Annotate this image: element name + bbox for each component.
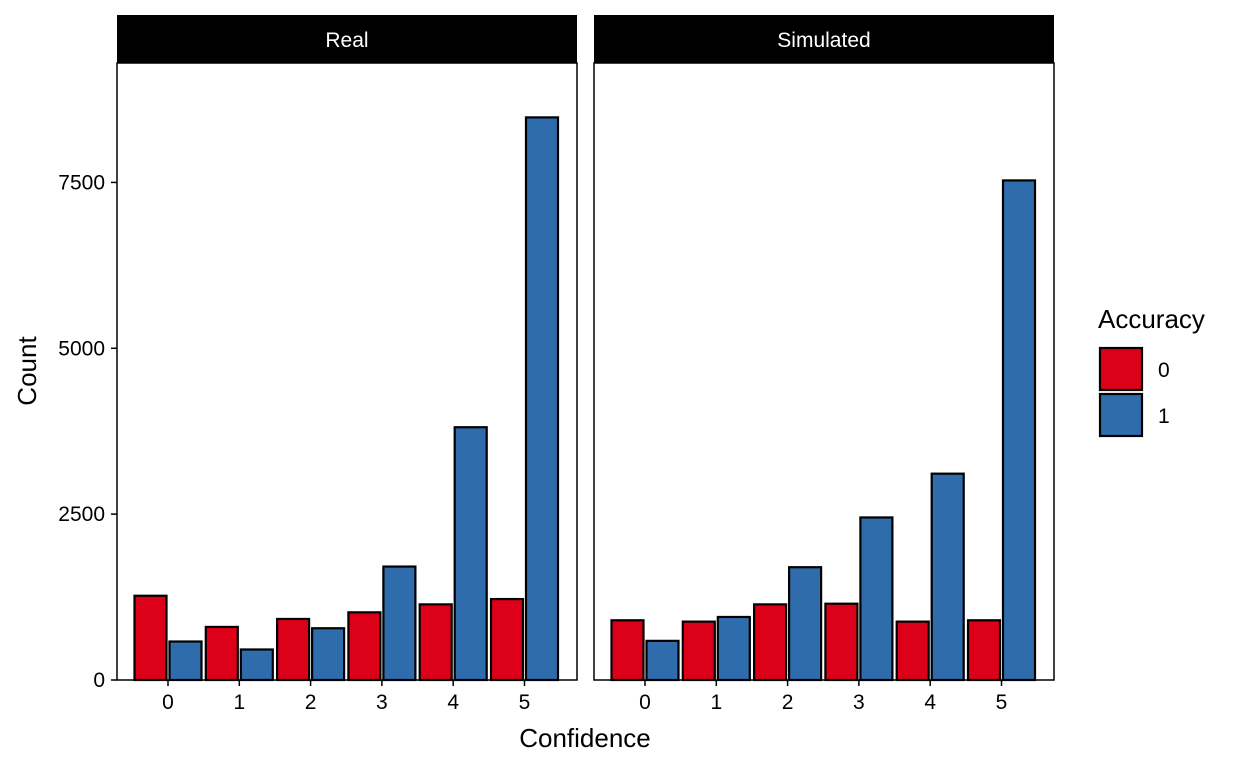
x-tick-label: 2 (305, 691, 317, 714)
bar-real-conf2-acc1 (311, 627, 346, 682)
panel-simulated: Simulated 0 1 2 3 4 5 (593, 15, 1055, 714)
x-tick-label: 4 (447, 691, 459, 714)
facet-strip (594, 15, 1054, 63)
panel-real: Real 0 1 2 3 4 5 (116, 15, 578, 714)
y-tick-label: 5000 (58, 337, 105, 360)
x-tick-label: 5 (996, 691, 1008, 714)
x-tick-label: 1 (710, 691, 722, 714)
panel-border (593, 62, 1055, 681)
y-tick-label: 2500 (58, 503, 105, 526)
bar-real-conf0-acc1 (168, 640, 203, 682)
bar-simulated-conf0-acc0 (610, 619, 645, 682)
legend-swatch-1 (1098, 392, 1144, 438)
bar-simulated-conf4-acc0 (895, 620, 930, 682)
bar-real-conf4-acc0 (418, 603, 453, 682)
bar-simulated-conf1-acc0 (681, 620, 716, 682)
bar-simulated-conf5-acc0 (966, 619, 1002, 682)
facet-strip-label: Real (325, 29, 368, 52)
y-tick-label: 0 (93, 669, 105, 692)
legend-label-1: 1 (1158, 405, 1170, 428)
y-axis-title: Count (12, 336, 42, 406)
panel-border (116, 62, 578, 681)
bar-real-conf3-acc1 (382, 565, 417, 682)
legend-label-0: 0 (1158, 359, 1170, 382)
facet-strip-label: Simulated (777, 29, 870, 52)
bar-real-conf5-acc0 (489, 597, 525, 682)
x-tick-label: 3 (376, 691, 388, 714)
bar-simulated-conf3-acc1 (859, 516, 894, 682)
bar-simulated-conf1-acc1 (716, 615, 751, 682)
y-tick-label: 7500 (58, 171, 105, 194)
x-tick-label: 4 (924, 691, 936, 714)
legend-items: 01 (1098, 346, 1170, 438)
bar-simulated-conf0-acc1 (645, 639, 680, 682)
bar-real-conf1-acc0 (204, 625, 239, 682)
legend-title: Accuracy (1098, 304, 1205, 334)
bar-real-conf0-acc0 (133, 594, 168, 682)
bar-real-conf1-acc1 (239, 648, 274, 682)
facet-strip (117, 15, 577, 63)
bar-real-conf2-acc0 (276, 617, 311, 682)
legend-swatch-0 (1098, 346, 1144, 392)
bar-simulated-conf5-acc1 (1001, 179, 1037, 682)
bar-real-conf4-acc1 (453, 426, 488, 682)
bar-simulated-conf3-acc0 (824, 602, 859, 682)
bar-simulated-conf2-acc1 (787, 566, 823, 682)
bar-simulated-conf2-acc0 (752, 603, 788, 682)
bar-simulated-conf4-acc1 (930, 472, 965, 682)
bar-real-conf5-acc1 (524, 116, 560, 682)
x-tick-label: 3 (853, 691, 865, 714)
x-tick-label: 0 (639, 691, 651, 714)
x-tick-label: 0 (162, 691, 174, 714)
x-tick-label: 2 (782, 691, 794, 714)
bar-real-conf3-acc0 (347, 611, 382, 682)
y-axis: 0 2500 5000 7500 (58, 171, 117, 692)
x-tick-label: 1 (233, 691, 245, 714)
legend: Accuracy 01 (1098, 304, 1205, 438)
panels-layer: Real 0 1 2 3 4 5 Simulated 0 1 2 3 4 5 (116, 15, 1055, 714)
x-axis-title: Confidence (519, 723, 651, 753)
x-tick-label: 5 (519, 691, 531, 714)
